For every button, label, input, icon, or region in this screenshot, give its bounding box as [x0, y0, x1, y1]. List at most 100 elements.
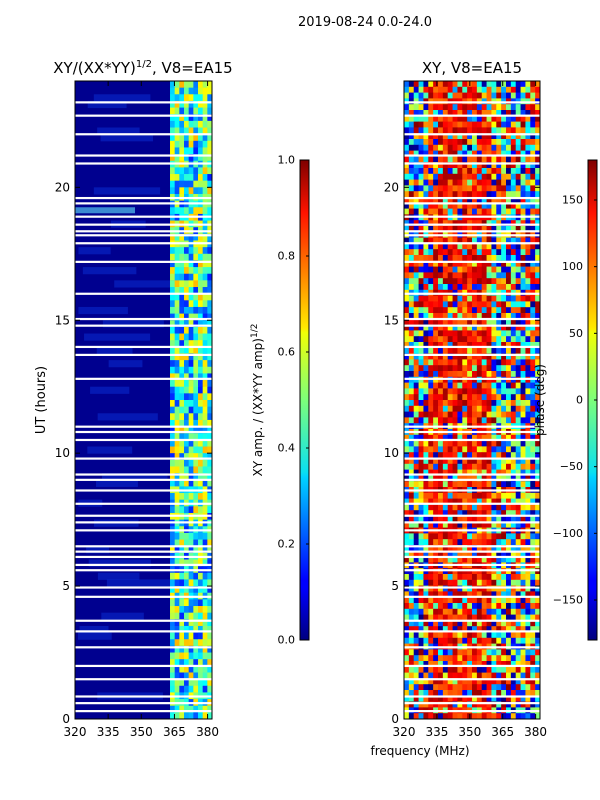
phase-cell	[418, 446, 424, 453]
phase-cell	[462, 307, 468, 314]
phase-cell	[433, 353, 439, 360]
phase-cell	[457, 411, 463, 418]
phase-cell	[423, 162, 429, 169]
phase-cell	[467, 440, 473, 447]
amplitude-cell	[84, 333, 151, 341]
phase-cell	[457, 655, 463, 662]
phase-cell	[535, 255, 541, 262]
amplitude-cell	[170, 340, 176, 348]
colorbar-tick-label: 150	[562, 194, 583, 207]
amplitude-cell	[198, 419, 204, 428]
phase-cell	[467, 649, 473, 656]
phase-cell	[428, 255, 434, 262]
phase-cell	[442, 637, 449, 644]
amplitude-cell	[188, 559, 194, 567]
phase-cell	[535, 394, 541, 401]
phase-cell	[433, 475, 439, 482]
phase-cell	[428, 202, 434, 209]
amplitude-cell	[202, 326, 208, 335]
phase-cell	[510, 539, 517, 546]
phase-cell	[481, 179, 487, 186]
phase-cell	[457, 620, 463, 627]
phase-cell	[413, 550, 419, 557]
phase-cell	[452, 260, 458, 267]
phase-cell	[491, 382, 497, 389]
phase-cell	[476, 690, 483, 697]
colorbar-tick-label: 0	[576, 394, 583, 407]
phase-cell	[428, 382, 434, 389]
amplitude-cell	[188, 712, 194, 720]
phase-cell	[447, 243, 453, 250]
phase-cell	[520, 226, 526, 233]
phase-cell	[404, 359, 410, 366]
phase-cell	[472, 330, 478, 337]
amplitude-cell	[198, 406, 204, 414]
phase-cell	[467, 655, 473, 662]
phase-cell	[413, 324, 419, 331]
phase-cell	[510, 226, 517, 233]
amplitude-cell	[202, 406, 208, 414]
phase-cell	[501, 516, 507, 523]
phase-cell	[442, 295, 449, 302]
amplitude-cell	[193, 287, 199, 295]
phase-cell	[438, 342, 444, 349]
phase-cell	[418, 260, 424, 267]
phase-cell	[404, 365, 410, 372]
phase-cell	[535, 382, 541, 389]
phase-cell	[418, 110, 424, 117]
phase-cell	[476, 661, 483, 668]
phase-cell	[438, 81, 444, 88]
amplitude-cell	[193, 233, 199, 241]
phase-cell	[486, 278, 492, 285]
amplitude-cell	[188, 493, 194, 501]
phase-cell	[433, 672, 439, 679]
phase-cell	[525, 521, 531, 528]
amplitude-cell	[184, 705, 190, 713]
amplitude-cell	[202, 167, 208, 175]
phase-cell	[525, 307, 531, 314]
phase-cell	[501, 637, 507, 644]
phase-cell	[515, 347, 521, 354]
phase-cell	[472, 516, 478, 523]
phase-cell	[404, 632, 410, 639]
amplitude-cell	[198, 154, 204, 162]
phase-cell	[438, 400, 444, 407]
phase-cell	[520, 539, 526, 546]
phase-cell	[476, 597, 483, 604]
phase-cell	[447, 632, 453, 639]
amplitude-cell	[174, 433, 180, 441]
phase-cell	[447, 510, 453, 517]
phase-cell	[525, 208, 531, 215]
phase-cell	[447, 382, 453, 389]
phase-cell	[438, 371, 444, 378]
amplitude-cell	[193, 360, 199, 368]
phase-cell	[467, 307, 473, 314]
amplitude-cell	[179, 207, 185, 215]
phase-cell	[442, 115, 449, 122]
phase-cell	[472, 672, 478, 679]
phase-cell	[535, 208, 541, 215]
phase-cell	[530, 533, 536, 540]
amplitude-data-gap	[75, 260, 212, 263]
phase-cell	[535, 533, 541, 540]
phase-cell	[408, 226, 415, 233]
phase-cell	[442, 556, 449, 563]
phase-cell	[530, 516, 536, 523]
amplitude-cell	[207, 280, 213, 288]
amplitude-cell	[170, 400, 176, 408]
amplitude-cell	[198, 546, 204, 554]
amplitude-cell	[96, 346, 133, 354]
phase-cell	[457, 585, 463, 592]
phase-cell	[408, 620, 415, 627]
phase-cell	[433, 713, 439, 720]
phase-cell	[525, 313, 531, 320]
amplitude-cell	[179, 413, 185, 421]
phase-cell	[501, 481, 507, 488]
phase-cell	[520, 237, 526, 244]
phase-cell	[418, 365, 424, 372]
phase-cell	[476, 452, 483, 459]
amplitude-cell	[202, 419, 208, 428]
phase-cell	[510, 614, 517, 621]
phase-cell	[535, 713, 541, 720]
phase-cell	[408, 243, 415, 250]
